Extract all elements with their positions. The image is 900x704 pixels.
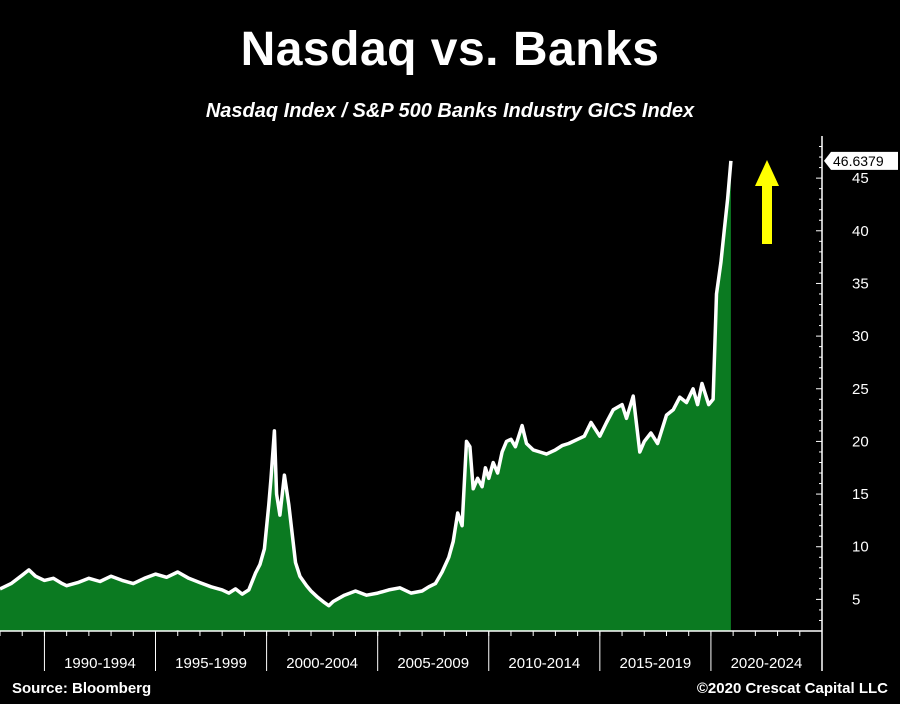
y-tick-label: 10 [852, 539, 869, 556]
y-tick-label: 20 [852, 433, 869, 450]
up-arrow-shaft [762, 184, 772, 244]
y-tick-label: 40 [852, 223, 869, 240]
y-tick-label: 5 [852, 591, 860, 608]
series-area-fill [0, 160, 731, 631]
x-tick-label: 2005-2009 [397, 655, 469, 672]
y-tick-label: 35 [852, 275, 869, 292]
series-line [0, 160, 733, 608]
y-tick-label: 15 [852, 486, 869, 503]
source-note: Source: Bloomberg [12, 680, 152, 697]
chart-title: Nasdaq vs. Banks [240, 23, 660, 76]
x-tick-label: 1995-1999 [175, 655, 247, 672]
x-tick-label: 1990-1994 [64, 655, 136, 672]
last-value-marker [824, 151, 898, 170]
chart-subtitle: Nasdaq Index / S&P 500 Banks Industry GI… [205, 100, 695, 122]
y-tick-label: 45 [852, 170, 869, 187]
up-arrow-icon [755, 160, 779, 186]
x-tick-label: 2015-2019 [620, 655, 692, 672]
copyright-note: ©2020 Crescat Capital LLC [696, 680, 888, 697]
x-tick-label: 2020-2024 [731, 655, 803, 672]
y-tick-label: 30 [852, 328, 869, 345]
x-tick-label: 2010-2014 [508, 655, 580, 672]
y-tick-label: 25 [852, 381, 869, 398]
last-value-label: 46.6379 [833, 153, 884, 169]
x-tick-label: 2000-2004 [286, 655, 358, 672]
